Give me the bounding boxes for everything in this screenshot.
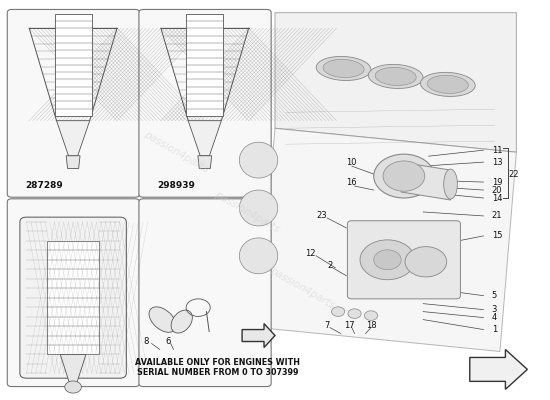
Text: 5: 5	[492, 291, 497, 300]
Text: 7: 7	[324, 321, 330, 330]
Text: 13: 13	[492, 158, 502, 167]
Circle shape	[365, 311, 378, 320]
Text: passion4parts: passion4parts	[213, 189, 282, 234]
Polygon shape	[60, 354, 86, 382]
Circle shape	[383, 161, 425, 191]
Circle shape	[405, 247, 447, 277]
Polygon shape	[57, 121, 90, 156]
Text: 14: 14	[492, 194, 502, 202]
Ellipse shape	[375, 68, 416, 86]
Bar	[54, 14, 91, 116]
Text: 3: 3	[492, 305, 497, 314]
Ellipse shape	[420, 72, 475, 96]
FancyBboxPatch shape	[139, 199, 271, 386]
Polygon shape	[242, 324, 275, 348]
Circle shape	[348, 309, 361, 318]
Polygon shape	[198, 156, 212, 168]
Ellipse shape	[239, 238, 278, 274]
Polygon shape	[470, 350, 527, 389]
Circle shape	[360, 240, 415, 280]
Ellipse shape	[427, 75, 469, 94]
Circle shape	[374, 250, 401, 270]
Text: 2: 2	[327, 261, 333, 270]
Text: 16: 16	[346, 178, 357, 186]
Bar	[186, 14, 223, 116]
Circle shape	[65, 381, 81, 393]
Text: 1: 1	[492, 325, 497, 334]
Text: 23: 23	[316, 212, 327, 220]
Text: 12: 12	[305, 249, 316, 258]
Polygon shape	[275, 13, 516, 152]
Text: passion4parts: passion4parts	[142, 130, 210, 175]
Text: 4: 4	[492, 313, 497, 322]
Ellipse shape	[368, 64, 423, 88]
FancyBboxPatch shape	[7, 199, 140, 386]
Text: 19: 19	[492, 178, 502, 186]
FancyBboxPatch shape	[20, 217, 126, 378]
Text: 21: 21	[492, 212, 502, 220]
Text: 10: 10	[346, 158, 357, 167]
Text: 6: 6	[166, 337, 170, 346]
FancyBboxPatch shape	[7, 10, 140, 197]
Circle shape	[332, 307, 345, 316]
Text: passion4parts: passion4parts	[268, 265, 337, 310]
Text: 15: 15	[492, 231, 502, 240]
Ellipse shape	[239, 190, 278, 226]
Ellipse shape	[171, 310, 192, 333]
Ellipse shape	[444, 169, 458, 199]
Ellipse shape	[149, 307, 176, 332]
Text: 18: 18	[366, 321, 376, 330]
Text: 298939: 298939	[157, 181, 195, 190]
Ellipse shape	[316, 56, 371, 80]
Polygon shape	[258, 128, 516, 352]
Polygon shape	[188, 121, 221, 156]
Ellipse shape	[323, 60, 364, 78]
Ellipse shape	[239, 142, 278, 178]
Polygon shape	[66, 156, 80, 168]
Text: 311401: 311401	[25, 370, 63, 379]
Text: AVAILABLE ONLY FOR ENGINES WITH
SERIAL NUMBER FROM 0 TO 307399: AVAILABLE ONLY FOR ENGINES WITH SERIAL N…	[135, 358, 300, 377]
Circle shape	[374, 154, 434, 198]
Text: 20: 20	[492, 186, 502, 194]
Text: 17: 17	[344, 321, 354, 330]
Bar	[47, 241, 99, 354]
Text: 287289: 287289	[25, 181, 63, 190]
FancyBboxPatch shape	[348, 221, 460, 299]
Text: 22: 22	[508, 170, 519, 178]
Text: 8: 8	[144, 337, 149, 346]
Polygon shape	[401, 162, 450, 200]
Text: 11: 11	[492, 146, 502, 155]
FancyBboxPatch shape	[139, 10, 271, 197]
